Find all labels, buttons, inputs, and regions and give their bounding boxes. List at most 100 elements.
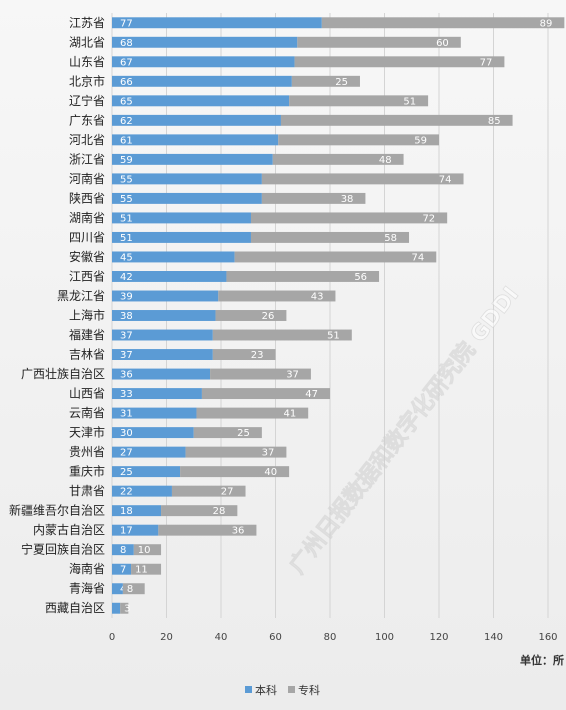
bar-benke — [112, 602, 121, 614]
category-label: 内蒙古自治区 — [33, 522, 105, 537]
value-label-benke: 36 — [120, 370, 133, 381]
bar-benke — [112, 446, 186, 458]
category-label: 陕西省 — [69, 190, 105, 205]
bar-zhuanke — [250, 231, 410, 243]
category-label: 贵州省 — [69, 445, 105, 459]
value-label-zhuanke: 60 — [436, 38, 449, 49]
gridlines — [111, 13, 549, 618]
bar-benke — [112, 231, 251, 243]
value-label-benke: 38 — [120, 311, 133, 322]
bar-benke — [112, 290, 219, 302]
category-label: 广西壮族自治区 — [21, 367, 105, 381]
value-label-zhuanke: 43 — [311, 291, 324, 302]
category-label: 宁夏回族自治区 — [21, 542, 105, 557]
value-label-zhuanke: 48 — [379, 155, 392, 166]
bar-benke — [112, 36, 298, 48]
value-label-zhuanke: 41 — [283, 409, 296, 420]
bar-zhuanke — [250, 212, 448, 224]
bar-benke — [112, 466, 181, 478]
bar-benke — [112, 388, 202, 400]
value-label-benke: 42 — [120, 272, 133, 283]
category-label: 湖北省 — [69, 34, 105, 49]
category-label: 山西省 — [69, 387, 105, 401]
value-label-zhuanke: 74 — [439, 174, 452, 185]
bar-zhuanke — [291, 75, 360, 87]
bar-zhuanke — [171, 485, 246, 497]
value-label-benke: 68 — [120, 38, 133, 49]
value-label-benke: 22 — [120, 487, 133, 498]
category-label: 福建省 — [69, 327, 105, 342]
value-label-zhuanke: 51 — [403, 96, 416, 107]
value-label-benke: 59 — [120, 155, 133, 166]
tick-label: 100 — [375, 632, 394, 643]
value-label-benke: 37 — [120, 350, 133, 361]
value-label-benke: 51 — [120, 213, 133, 224]
bar-benke — [112, 563, 132, 575]
value-label-zhuanke: 72 — [422, 213, 435, 224]
bar-zhuanke — [226, 271, 380, 282]
bar-benke — [112, 134, 279, 146]
value-label-zhuanke: 47 — [305, 389, 318, 400]
watermark: 广州日报数据和数字化研究院 GDDI — [284, 281, 525, 579]
category-label: 河北省 — [69, 133, 105, 147]
bar-benke — [112, 485, 172, 497]
tick-label: 160 — [538, 632, 557, 643]
bar-zhuanke — [131, 563, 162, 575]
category-label: 四川省 — [69, 230, 105, 244]
value-label-zhuanke: 38 — [341, 194, 354, 205]
legend-label: 本科 — [255, 683, 277, 697]
bar-benke — [112, 329, 213, 341]
bar-benke — [112, 192, 262, 204]
value-label-zhuanke: 36 — [232, 526, 245, 537]
bar-benke — [112, 153, 273, 165]
value-label-benke: 18 — [120, 506, 133, 517]
tick-label: 80 — [324, 632, 337, 643]
value-label-benke: 77 — [120, 18, 133, 29]
bar-benke — [112, 349, 213, 360]
bar-benke — [112, 407, 197, 419]
bar-zhuanke — [120, 602, 129, 614]
value-label-benke: 7 — [120, 565, 126, 576]
category-label: 安徽省 — [69, 249, 105, 264]
category-label: 云南省 — [69, 405, 105, 420]
bar-benke — [112, 114, 281, 126]
value-label-benke: 65 — [120, 96, 133, 107]
bar-benke — [112, 173, 262, 185]
bar-zhuanke — [185, 446, 287, 458]
value-label-zhuanke: 23 — [251, 350, 264, 361]
value-label-benke: 27 — [120, 448, 133, 459]
legend-swatch — [288, 686, 295, 693]
bar-zhuanke — [201, 388, 330, 400]
bar-zhuanke — [289, 95, 429, 107]
category-label: 广东省 — [69, 113, 105, 127]
bar-zhuanke — [161, 505, 238, 517]
category-label: 江西省 — [69, 269, 105, 283]
value-label-zhuanke: 85 — [488, 116, 501, 127]
value-label-zhuanke: 3 — [124, 604, 130, 615]
watermark-text: 广州日报数据和数字化研究院 GDDI — [284, 282, 524, 579]
bar-benke — [112, 212, 251, 224]
category-label: 吉林省 — [69, 348, 105, 362]
bar-zhuanke — [234, 251, 437, 263]
bar-benke — [112, 310, 216, 321]
value-label-zhuanke: 25 — [237, 428, 250, 439]
bar-zhuanke — [210, 368, 311, 380]
category-label: 湖南省 — [69, 210, 105, 225]
value-label-zhuanke: 77 — [480, 57, 493, 68]
bar-zhuanke — [218, 290, 336, 302]
tick-label: 40 — [215, 632, 228, 643]
value-label-benke: 17 — [120, 526, 133, 537]
bar-benke — [112, 427, 194, 439]
category-label: 上海市 — [69, 308, 105, 323]
value-label-zhuanke: 59 — [414, 135, 427, 146]
bar-benke — [112, 56, 295, 68]
value-label-benke: 55 — [120, 194, 133, 205]
value-label-zhuanke: 89 — [540, 18, 553, 29]
bar-zhuanke — [196, 407, 309, 419]
value-label-zhuanke: 37 — [286, 370, 299, 381]
bar-benke — [112, 271, 227, 282]
value-label-benke: 55 — [120, 174, 133, 185]
category-label: 河南省 — [69, 171, 105, 186]
value-label-zhuanke: 37 — [262, 448, 275, 459]
